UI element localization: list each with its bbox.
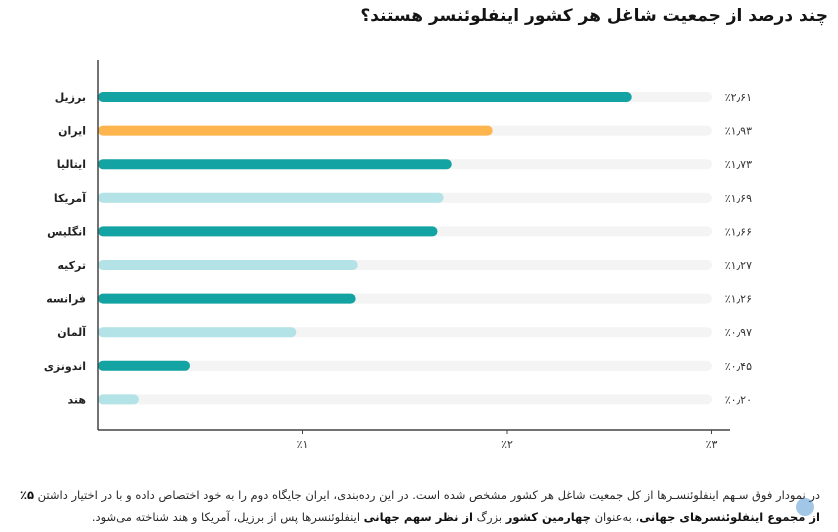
value-label: ٪۰٫۴۵: [725, 360, 752, 373]
bar: [98, 260, 358, 270]
x-tick-label: ٪۳: [706, 438, 718, 451]
bar: [98, 293, 356, 304]
chart-title: چند درصد از جمعیت شاغل هر کشور اینفلوئنس…: [360, 6, 828, 26]
value-label: ٪۱٫۷۳: [725, 158, 752, 171]
bar: [98, 159, 452, 170]
caption-line1: در نمودار فوق سـهم اینفلوئنسـرها از کل ج…: [37, 488, 820, 502]
value-label: ٪۲٫۶۱: [725, 91, 752, 104]
value-label: ٪۱٫۲۷: [725, 259, 752, 272]
bar-track: [98, 360, 712, 371]
x-tick-label: ٪۲: [501, 438, 513, 451]
category-label: اندونزی: [44, 360, 86, 373]
bar: [98, 92, 632, 102]
value-label: ٪۰٫۹۷: [725, 326, 752, 339]
bar-track: [98, 394, 712, 405]
category-label: ایران: [58, 125, 86, 138]
value-label: ٪۰٫۲۰: [725, 393, 752, 406]
category-label: آمریکا: [54, 191, 86, 205]
bar: [98, 125, 493, 136]
brand-logo-icon: [796, 498, 814, 516]
value-label: ٪۱٫۶۶: [725, 225, 752, 238]
chart-caption: در نمودار فوق سـهم اینفلوئنسـرها از کل ج…: [6, 484, 820, 528]
x-tick-label: ٪۱: [297, 438, 309, 451]
bar: [98, 327, 297, 338]
value-label: ٪۱٫۲۶: [725, 293, 752, 306]
category-label: فرانسه: [46, 293, 86, 306]
bar: [98, 192, 444, 203]
bar: [98, 226, 438, 237]
value-label: ٪۱٫۶۹: [725, 192, 752, 205]
bar-chart: برزیل ٪۲٫۶۱ ایران ٪۱٫۹۳ ایتالیا ٪۱٫۷۳ آمریکا ٪۱…: [44, 60, 752, 451]
value-label: ٪۱٫۹۳: [725, 125, 752, 138]
caption-bold3: از نظر سهم جهانی: [363, 510, 473, 524]
caption-text3: بزرگ: [476, 510, 503, 524]
category-label: برزیل: [55, 91, 86, 104]
bar: [98, 394, 139, 405]
category-label: هند: [68, 393, 86, 406]
caption-bold1: ۵٪ از مجموع اینفلوئنسرهای جهانی: [19, 488, 820, 524]
caption-text2: ، به‌عنوان: [594, 510, 640, 524]
category-label: ایتالیا: [57, 158, 86, 171]
caption-bold2: چهارمین کشور: [505, 510, 591, 524]
category-label: آلمان: [57, 325, 86, 339]
category-label: ترکیه: [57, 259, 86, 272]
category-label: انگلیس: [47, 225, 86, 238]
bar: [98, 360, 191, 371]
caption-text4: اینفلوئنسرها پس از برزیل، آمریکا و هند ش…: [91, 510, 361, 524]
